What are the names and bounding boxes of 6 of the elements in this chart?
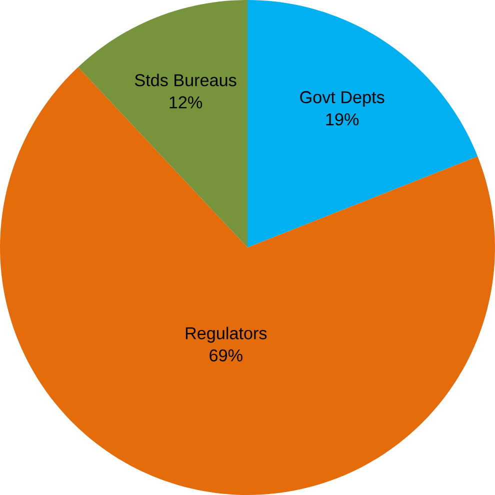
data-label: 19%	[326, 113, 359, 126]
slice-label: Govt Depts	[300, 91, 384, 107]
slice-label: Stds Bureaus	[134, 74, 236, 86]
data-label: 12%	[170, 96, 202, 108]
data-label: 69%	[210, 349, 242, 362]
slice-label: Regulators	[186, 326, 267, 343]
